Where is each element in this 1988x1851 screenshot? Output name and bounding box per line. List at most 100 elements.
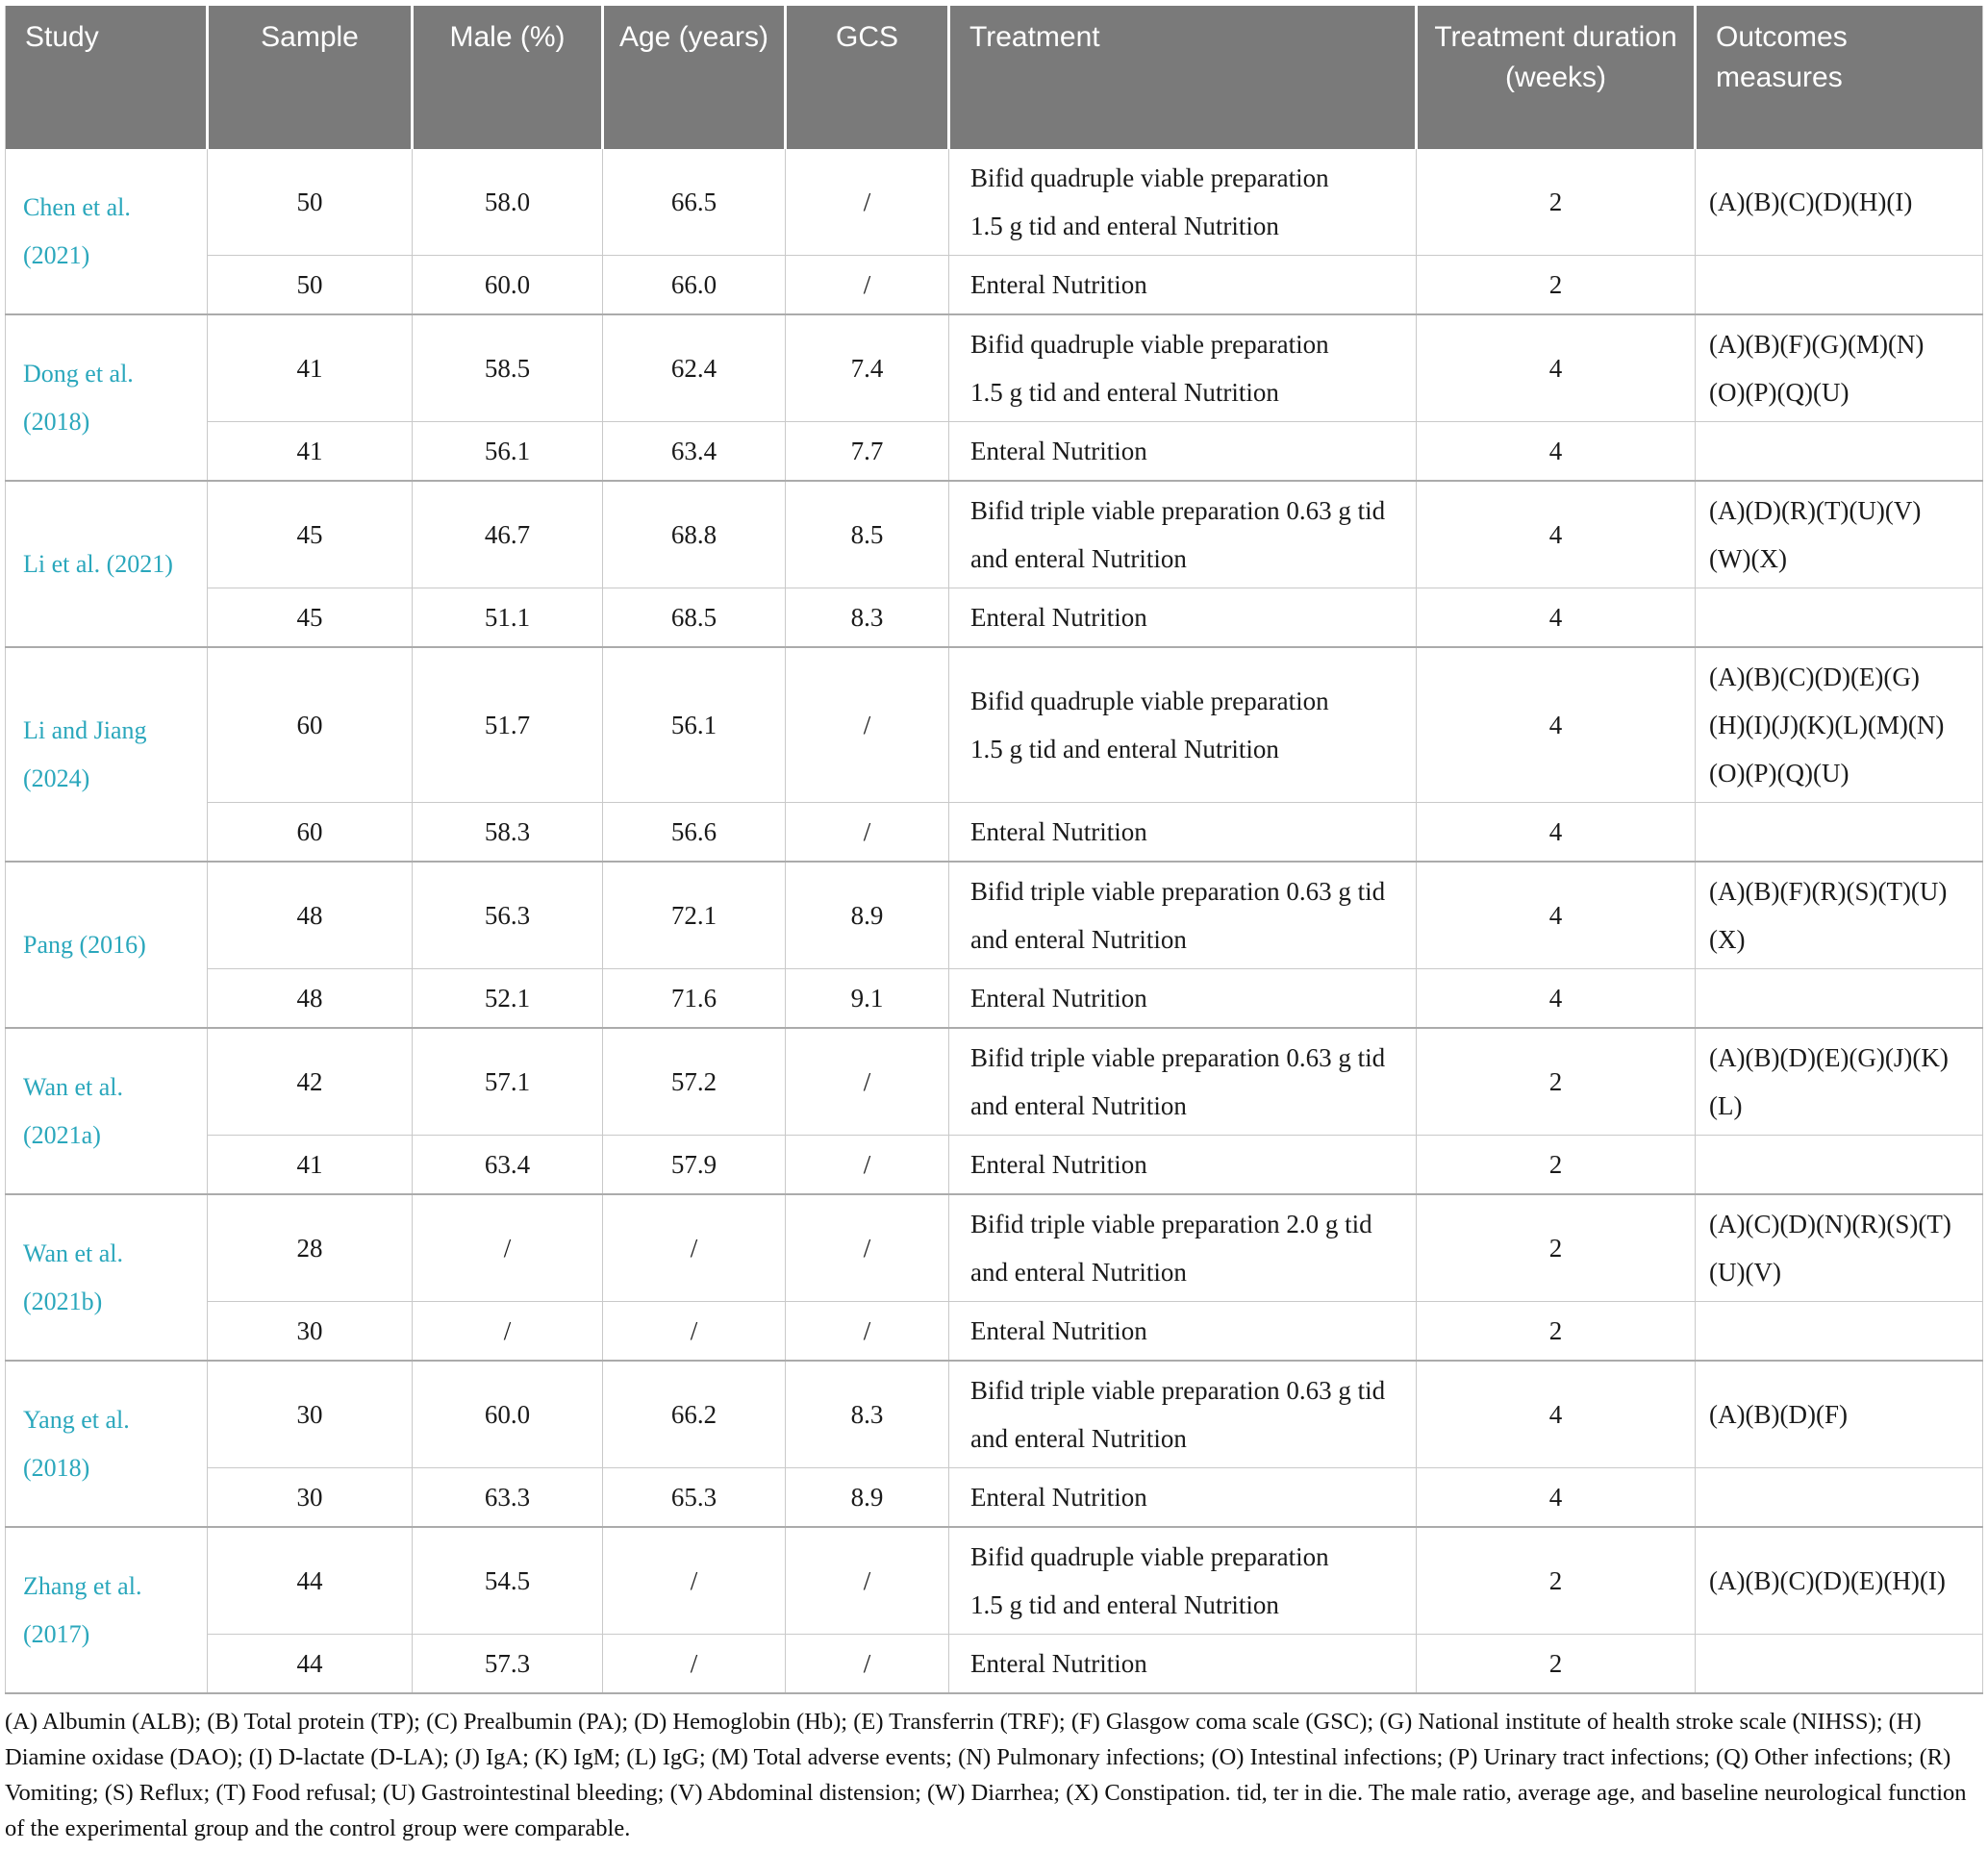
duration-value: 2 (1416, 1526, 1696, 1635)
male-percent-value: 46.7 (412, 480, 603, 588)
study-citation-link[interactable]: Zhang et al. (2017) (23, 1571, 142, 1648)
gcs-value: / (785, 646, 949, 803)
age-value: 57.2 (602, 1027, 786, 1136)
male-percent-value: 63.4 (412, 1135, 603, 1194)
col-header-male-percent: Male (%) (411, 6, 603, 149)
treatment-text: Enteral Nutrition (948, 1634, 1417, 1693)
study-citation-link[interactable]: Li and Jiang (2024) (23, 715, 147, 792)
duration-value: 4 (1416, 968, 1696, 1028)
col-header-treatment-duration: Treatment duration (weeks) (1415, 6, 1696, 149)
duration-value: 2 (1416, 1135, 1696, 1194)
duration-value: 4 (1416, 1467, 1696, 1527)
duration-value: 2 (1416, 149, 1696, 256)
treatment-text: Bifid triple viable preparation 0.63 g t… (948, 861, 1417, 969)
outcomes-text (1695, 802, 1983, 862)
sample-value: 42 (207, 1027, 413, 1136)
table-row: Dong et al. (2018) 41 58.5 62.4 7.4 Bifid qua… (5, 313, 1983, 481)
outcomes-text (1695, 1467, 1983, 1527)
age-value: 56.1 (602, 646, 786, 803)
table-row: Wan et al. (2021a) 42 57.1 57.2/Bifid tripl… (5, 1027, 1983, 1194)
table-row: Yang et al. (2018) 30 60.0 66.2 8.3 Bifid tri… (5, 1360, 1983, 1527)
age-value: 57.9 (602, 1135, 786, 1194)
treatment-text: Bifid triple viable preparation 0.63 g t… (948, 1027, 1417, 1136)
treatment-text: Bifid triple viable preparation 0.63 g t… (948, 1360, 1417, 1468)
study-cell: Li and Jiang (2024) (5, 646, 208, 862)
treatment-text: Bifid quadruple viable preparation 1.5 g… (948, 313, 1417, 422)
duration-value: 4 (1416, 802, 1696, 862)
duration-value: 2 (1416, 255, 1696, 314)
table-row: Wan et al. (2021b) 28// / Bifid triple viab… (5, 1193, 1983, 1361)
gcs-value: / (785, 149, 949, 256)
study-citation-link[interactable]: Li et al. (2021) (23, 549, 173, 578)
gcs-value: / (785, 1526, 949, 1635)
table-row: Zhang et al. (2017) 44 54.5// Bifid quadrup… (5, 1526, 1983, 1693)
study-citation-link[interactable]: Yang et al. (2018) (23, 1405, 130, 1482)
study-cell: Zhang et al. (2017) (5, 1526, 208, 1693)
table-row: 48 52.1 71.6 9.1 Enteral Nutrition 4 (6, 968, 1983, 1028)
table-row: 60 58.3 56.6/Enteral Nutrition 4 (6, 802, 1983, 862)
age-value: 72.1 (602, 861, 786, 969)
study-cell: Li et al. (2021) (5, 480, 208, 647)
gcs-value: / (785, 1301, 949, 1361)
age-value: 56.6 (602, 802, 786, 862)
study-characteristics-table: Study Sample Male (%) Age (years) GCS Tr… (5, 6, 1983, 1694)
duration-value: 4 (1416, 480, 1696, 588)
age-value: 63.4 (602, 421, 786, 481)
sample-value: 50 (207, 255, 413, 314)
treatment-text: Bifid triple viable preparation 2.0 g ti… (948, 1193, 1417, 1302)
gcs-value: 7.7 (785, 421, 949, 481)
duration-value: 2 (1416, 1193, 1696, 1302)
duration-value: 4 (1416, 861, 1696, 969)
age-value: / (602, 1634, 786, 1693)
age-value: 65.3 (602, 1467, 786, 1527)
treatment-text: Enteral Nutrition (948, 1135, 1417, 1194)
study-cell: Chen et al. (2021) (5, 149, 208, 314)
table-body: Chen et al. (2021) 50 58.0 66.5/Bifid quadr… (5, 149, 1983, 1693)
sample-value: 30 (207, 1301, 413, 1361)
age-value: 66.0 (602, 255, 786, 314)
study-cell: Dong et al. (2018) (5, 313, 208, 481)
gcs-value: 9.1 (785, 968, 949, 1028)
sample-value: 41 (207, 1135, 413, 1194)
table-row: 44 57.3// Enteral Nutrition 2 (6, 1634, 1983, 1693)
male-percent-value: 57.3 (412, 1634, 603, 1693)
outcomes-text (1695, 1301, 1983, 1361)
age-value: 66.2 (602, 1360, 786, 1468)
duration-value: 4 (1416, 646, 1696, 803)
table-row: 41 63.4 57.9/Enteral Nutrition 2 (6, 1135, 1983, 1194)
duration-value: 4 (1416, 421, 1696, 481)
sample-value: 45 (207, 480, 413, 588)
table-row: Li and Jiang (2024) 60 51.7 56.1/Bifid quad… (5, 646, 1983, 862)
male-percent-value: 56.3 (412, 861, 603, 969)
treatment-text: Enteral Nutrition (948, 1467, 1417, 1527)
duration-value: 4 (1416, 588, 1696, 647)
gcs-value: / (785, 802, 949, 862)
sample-value: 60 (207, 646, 413, 803)
sample-value: 44 (207, 1634, 413, 1693)
study-citation-link[interactable]: Dong et al. (2018) (23, 359, 134, 436)
male-percent-value: 51.1 (412, 588, 603, 647)
study-citation-link[interactable]: Pang (2016) (23, 930, 146, 959)
outcomes-text: (A)(B)(D)(F) (1695, 1360, 1983, 1468)
study-citation-link[interactable]: Wan et al. (2021b) (23, 1238, 124, 1315)
male-percent-value: 57.1 (412, 1027, 603, 1136)
study-citation-link[interactable]: Wan et al. (2021a) (23, 1072, 124, 1149)
col-header-gcs: GCS (784, 6, 949, 149)
outcomes-text (1695, 1135, 1983, 1194)
sample-value: 28 (207, 1193, 413, 1302)
study-citation-link[interactable]: Chen et al. (2021) (23, 192, 131, 269)
duration-value: 4 (1416, 1360, 1696, 1468)
male-percent-value: 60.0 (412, 255, 603, 314)
sample-value: 30 (207, 1360, 413, 1468)
footnote: (A) Albumin (ALB); (B) Total protein (TP… (5, 1709, 1967, 1841)
outcomes-text (1695, 1634, 1983, 1693)
table-row: 41 56.1 63.4 7.7 Enteral Nutrition 4 (6, 421, 1983, 481)
age-value: / (602, 1301, 786, 1361)
study-cell: Wan et al. (2021b) (5, 1193, 208, 1361)
sample-value: 50 (207, 149, 413, 256)
outcomes-text: (A)(B)(D)(E)(G)(J)(K) (L) (1695, 1027, 1983, 1136)
male-percent-value: 51.7 (412, 646, 603, 803)
outcomes-text (1695, 588, 1983, 647)
table-row: 30 63.3 65.3 8.9 Enteral Nutrition 4 (6, 1467, 1983, 1527)
